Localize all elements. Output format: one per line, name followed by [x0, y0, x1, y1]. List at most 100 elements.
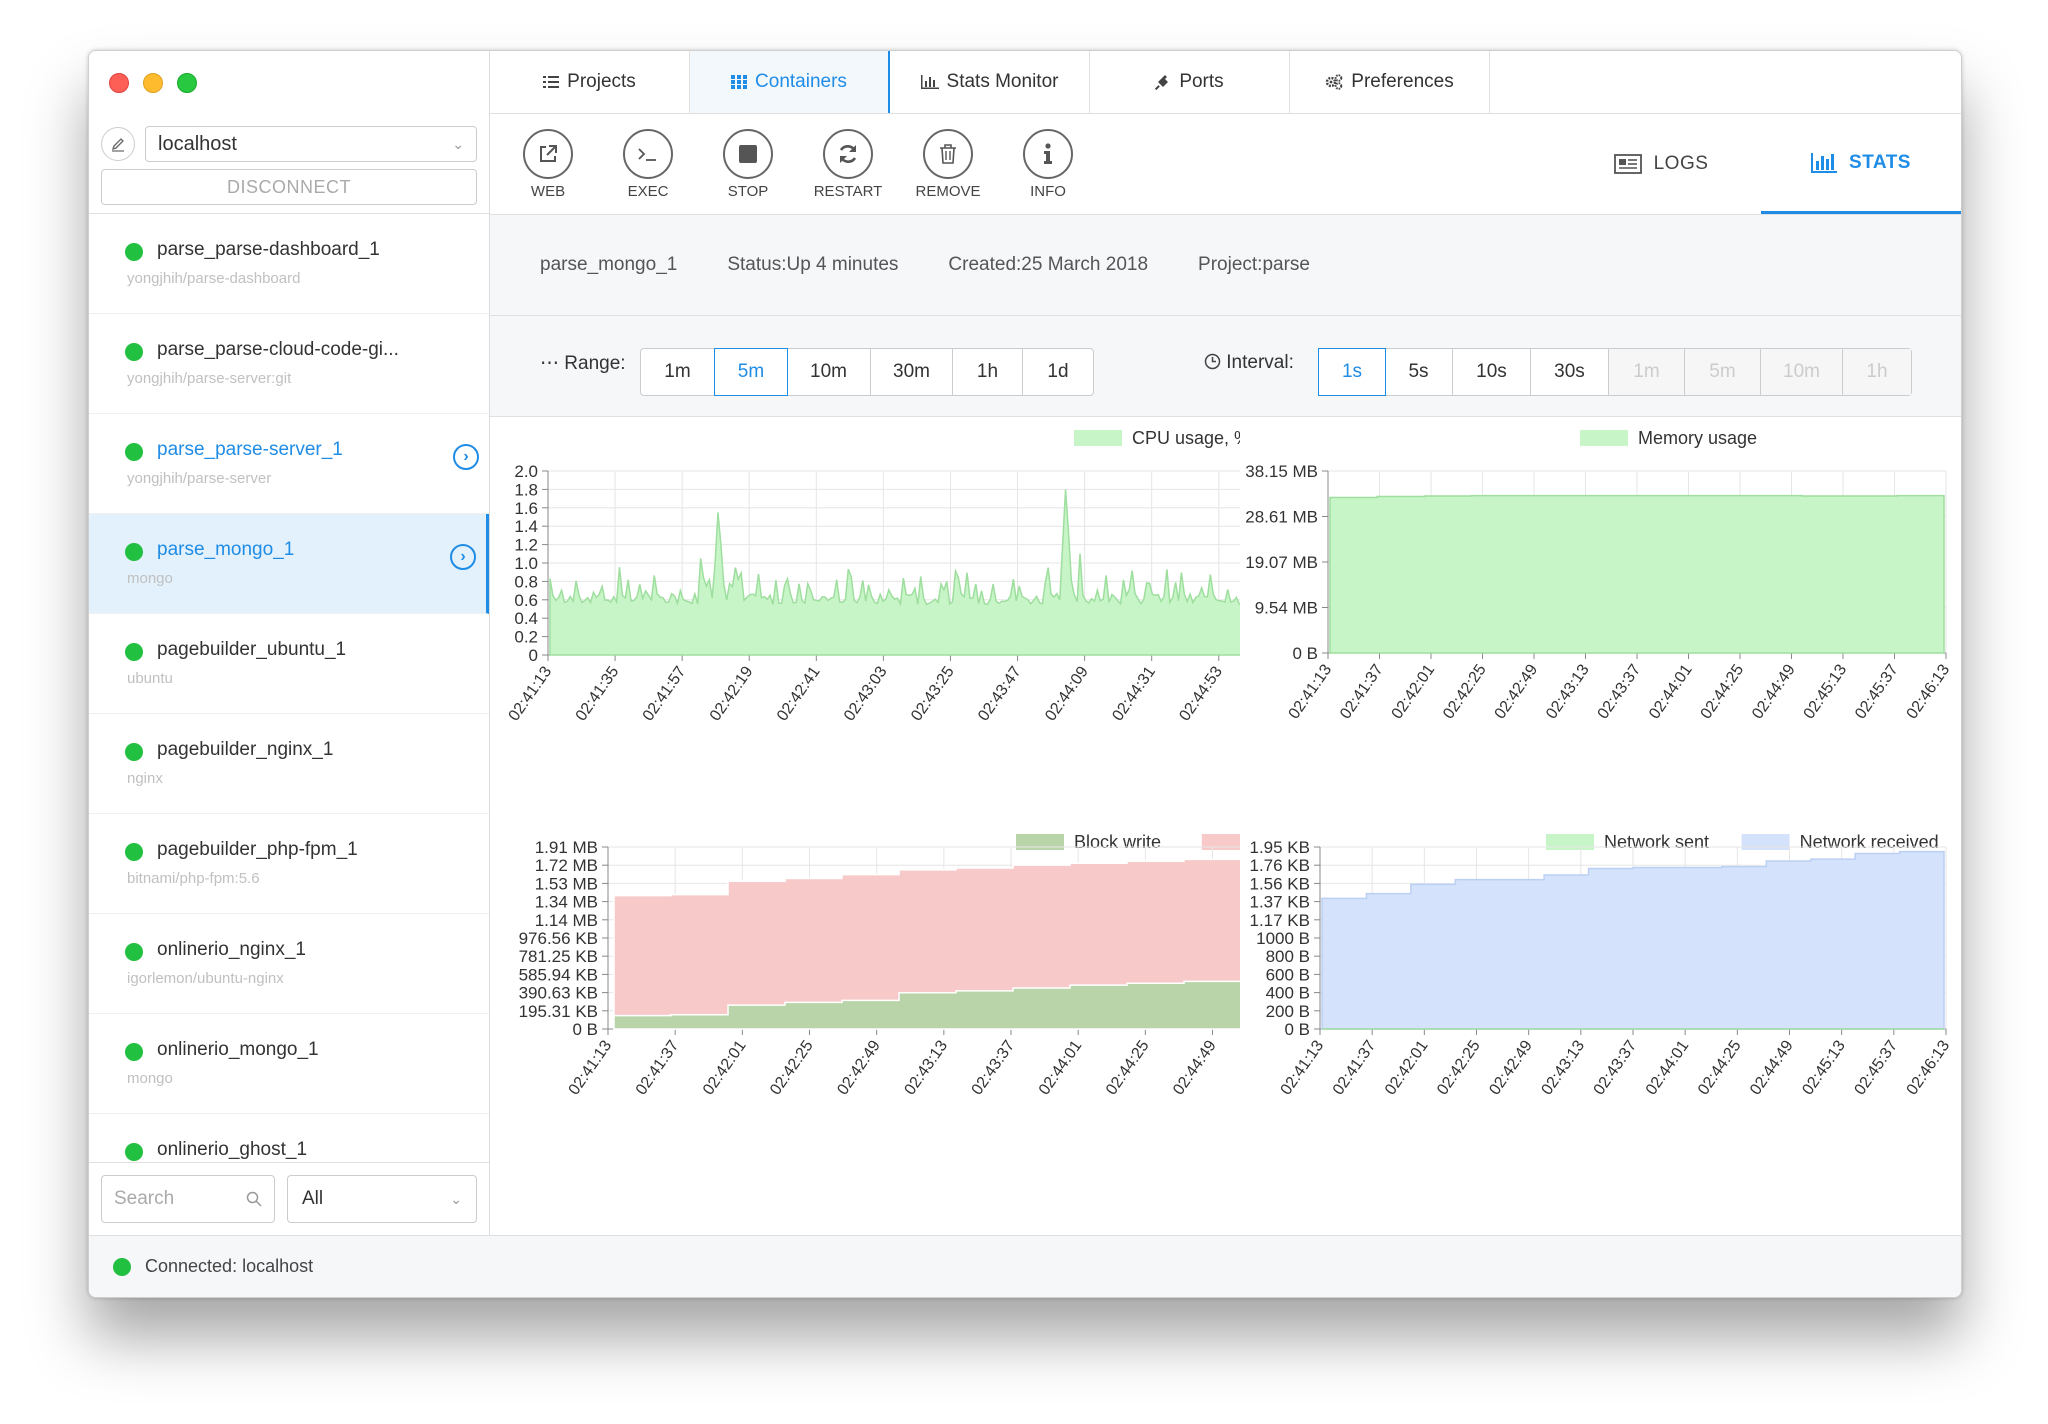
container-list-item[interactable]: parse_parse-dashboard_1 yongjhih/parse-da…	[89, 214, 489, 314]
filter-select[interactable]: All ⌄	[287, 1175, 477, 1223]
interval-option-5m[interactable]: 5m	[1685, 349, 1761, 395]
running-status-dot	[125, 743, 143, 761]
interval-option-10s[interactable]: 10s	[1453, 349, 1531, 395]
container-list-item[interactable]: parse_parse-cloud-code-gi... yongjhih/par…	[89, 314, 489, 414]
container-image: bitnami/php-fpm:5.6	[127, 870, 260, 887]
y-tick-label: 600 B	[1266, 965, 1310, 984]
y-tick-label: 0.2	[514, 628, 538, 647]
interval-option-1h[interactable]: 1h	[1843, 349, 1911, 395]
app-window: localhost ⌄ DISCONNECT parse_parse-dashb…	[88, 50, 1962, 1298]
container-status: Status:Up 4 minutes	[727, 254, 899, 275]
container-image: nginx	[127, 770, 163, 787]
range-label: Range:	[564, 353, 626, 374]
container-list-item[interactable]: parse_parse-server_1 yongjhih/parse-serve…	[89, 414, 489, 514]
stop-button[interactable]: STOP	[712, 128, 784, 200]
x-tick-label: 02:42:25	[767, 1037, 817, 1098]
exec-button[interactable]: EXEC	[612, 128, 684, 200]
y-tick-label: 976.56 KB	[519, 929, 598, 948]
search-icon	[246, 1191, 262, 1207]
chevron-right-circle-icon[interactable]: ›	[450, 544, 476, 570]
chevron-right-circle-icon[interactable]: ›	[453, 444, 479, 470]
running-status-dot	[125, 343, 143, 361]
disconnect-button[interactable]: DISCONNECT	[101, 169, 477, 205]
container-list-item[interactable]: onlinerio_ghost_1	[89, 1114, 489, 1162]
tab-preferences[interactable]: Preferences	[1290, 51, 1490, 113]
y-tick-label: 1.0	[514, 554, 538, 573]
x-tick-label: 02:42:25	[1440, 661, 1490, 722]
interval-option-1s[interactable]: 1s	[1318, 348, 1386, 396]
tab-projects[interactable]: Projects	[490, 51, 690, 113]
y-tick-label: 781.25 KB	[519, 947, 598, 966]
x-tick-label: 02:43:03	[841, 663, 891, 724]
x-tick-label: 02:42:41	[774, 663, 824, 724]
maximize-window-button[interactable]	[177, 73, 197, 93]
container-list-item[interactable]: pagebuilder_ubuntu_1 ubuntu	[89, 614, 489, 714]
minimize-window-button[interactable]	[143, 73, 163, 93]
range-option-5m[interactable]: 5m	[714, 348, 788, 396]
legend-swatch	[1016, 834, 1064, 850]
x-tick-label: 02:44:25	[1695, 1037, 1745, 1098]
tab-stats-monitor[interactable]: Stats Monitor	[890, 51, 1090, 113]
range-option-1d[interactable]: 1d	[1047, 361, 1069, 382]
container-list-item[interactable]: pagebuilder_nginx_1 nginx	[89, 714, 489, 814]
y-tick-label: 1.2	[514, 536, 538, 555]
y-tick-label: 1.37 KB	[1250, 893, 1311, 912]
interval-option-10m[interactable]: 10m	[1761, 349, 1843, 395]
web-button[interactable]: WEB	[512, 128, 584, 200]
running-status-dot	[125, 443, 143, 461]
refresh-icon	[823, 128, 873, 179]
range-option-1h[interactable]: 1h	[953, 349, 1023, 395]
exec-label: EXEC	[627, 182, 669, 200]
close-window-button[interactable]	[109, 73, 129, 93]
interval-option-1m[interactable]: 1m	[1609, 349, 1685, 395]
y-tick-label: 1.53 MB	[535, 874, 598, 893]
y-tick-label: 585.94 KB	[519, 965, 598, 984]
x-tick-label: 02:41:57	[640, 663, 690, 724]
range-option-10m[interactable]: 10m	[787, 349, 871, 395]
running-status-dot	[125, 243, 143, 261]
host-select[interactable]: localhost ⌄	[145, 126, 477, 162]
view-tabs: LOGS STATS	[1561, 114, 1961, 214]
range-option-30m[interactable]: 30m	[871, 349, 953, 395]
interval-option-30s[interactable]: 30s	[1531, 349, 1609, 395]
y-tick-label: 200 B	[1266, 1002, 1310, 1021]
y-tick-label: 1.95 KB	[1250, 838, 1311, 857]
restart-button[interactable]: RESTART	[812, 128, 884, 200]
top-tabs: Projects Containers Stats Monitor Ports …	[490, 51, 1961, 114]
x-tick-label: 02:43:13	[901, 1037, 951, 1098]
range-option-1m[interactable]: 1m	[641, 349, 715, 395]
container-list-item[interactable]: onlinerio_nginx_1 igorlemon/ubuntu-nginx	[89, 914, 489, 1014]
info-button[interactable]: INFO	[1012, 128, 1084, 200]
container-toolbar: WEB EXEC STOP RESTART	[490, 114, 1961, 215]
external-link-icon	[523, 128, 573, 179]
x-tick-label: 02:44:25	[1698, 661, 1748, 722]
stop-label: STOP	[727, 182, 769, 200]
tab-ports[interactable]: Ports	[1090, 51, 1290, 113]
restart-label: RESTART	[813, 182, 883, 200]
x-tick-label: 02:44:09	[1042, 663, 1092, 724]
y-tick-label: 38.15 MB	[1245, 462, 1318, 481]
interval-option-5s[interactable]: 5s	[1385, 349, 1453, 395]
tab-stats[interactable]: STATS	[1761, 114, 1961, 214]
x-tick-label: 02:41:13	[1278, 1037, 1328, 1098]
y-tick-label: 1000 B	[1256, 929, 1310, 948]
container-list-item[interactable]: parse_mongo_1 mongo ›	[89, 514, 489, 614]
x-tick-label: 02:42:01	[700, 1037, 750, 1098]
container-list-item[interactable]: pagebuilder_php-fpm_1 bitnami/php-fpm:5.6	[89, 814, 489, 914]
container-list-item[interactable]: onlinerio_mongo_1 mongo	[89, 1014, 489, 1114]
remove-button[interactable]: REMOVE	[912, 128, 984, 200]
container-name: onlinerio_ghost_1	[157, 1139, 308, 1160]
legend-label: CPU usage, %	[1132, 428, 1240, 448]
edit-host-button[interactable]	[101, 127, 135, 161]
tab-logs[interactable]: LOGS	[1561, 114, 1761, 214]
container-image: mongo	[127, 570, 173, 587]
y-tick-label: 1.17 KB	[1250, 911, 1311, 930]
search-input[interactable]: Search	[101, 1175, 275, 1223]
x-tick-label: 02:43:47	[975, 663, 1025, 724]
bar-chart-icon	[920, 75, 939, 89]
legend-swatch	[1074, 430, 1122, 446]
tab-containers[interactable]: Containers	[690, 51, 890, 113]
container-info-bar: parse_mongo_1 Status:Up 4 minutes Create…	[490, 215, 1961, 316]
x-tick-label: 02:45:37	[1851, 1037, 1901, 1098]
running-status-dot	[125, 1143, 143, 1161]
